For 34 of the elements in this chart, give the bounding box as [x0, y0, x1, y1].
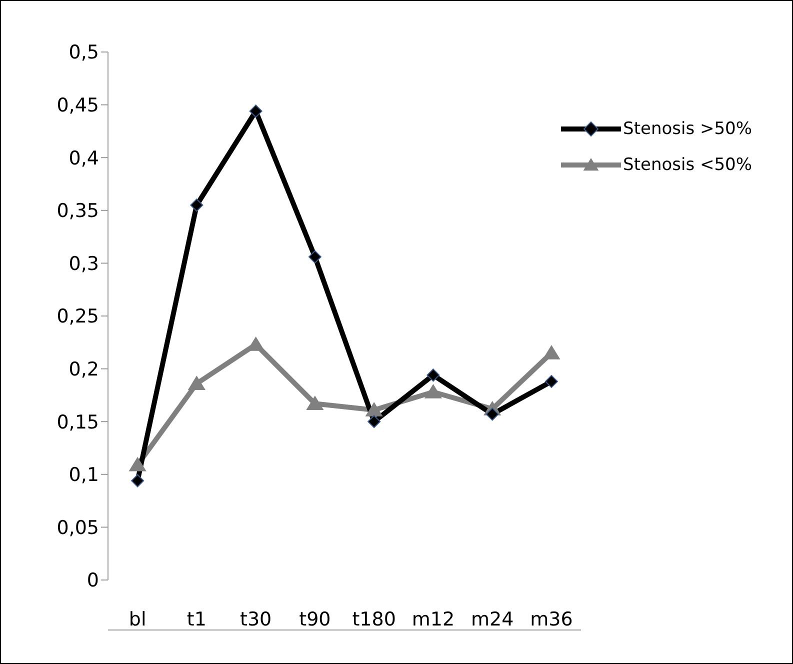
point: [131, 474, 144, 488]
x-tick-label: m12: [412, 608, 455, 630]
point: [190, 198, 204, 212]
point: [306, 396, 324, 410]
x-tick-label: t1: [186, 608, 206, 630]
x-tick-label: t180: [352, 608, 396, 630]
point: [365, 402, 383, 416]
y-tick-label: 0,2: [68, 358, 99, 381]
legend-label: Stenosis >50%: [623, 119, 752, 139]
x-tick-label: t30: [240, 608, 272, 630]
point: [249, 104, 262, 118]
x-tick-label: m24: [470, 608, 514, 630]
y-tick-label: 0,45: [56, 94, 99, 117]
point: [542, 344, 560, 360]
y-tick-label: 0,15: [56, 411, 99, 434]
x-tick-label: m36: [530, 608, 573, 630]
y-tick-label: 0: [86, 570, 99, 592]
y-tick-label: 0,1: [68, 464, 99, 486]
y-tick-label: 0,35: [56, 200, 99, 222]
point: [544, 374, 558, 388]
point: [128, 456, 146, 472]
point: [308, 250, 322, 264]
y-tick-label: 0,4: [68, 147, 99, 170]
point: [426, 368, 440, 382]
y-tick-label: 0,25: [56, 306, 99, 328]
point: [188, 376, 206, 390]
y-tick-label: 0,5: [68, 42, 99, 64]
x-tick-label: t90: [299, 608, 331, 630]
point: [368, 415, 381, 428]
point: [424, 384, 442, 398]
y-tick-label: 0,3: [68, 252, 99, 275]
x-tick-label: bl: [128, 608, 146, 630]
y-tick-label: 0,05: [56, 516, 99, 539]
legend-label: Stenosis <50%: [623, 155, 752, 175]
